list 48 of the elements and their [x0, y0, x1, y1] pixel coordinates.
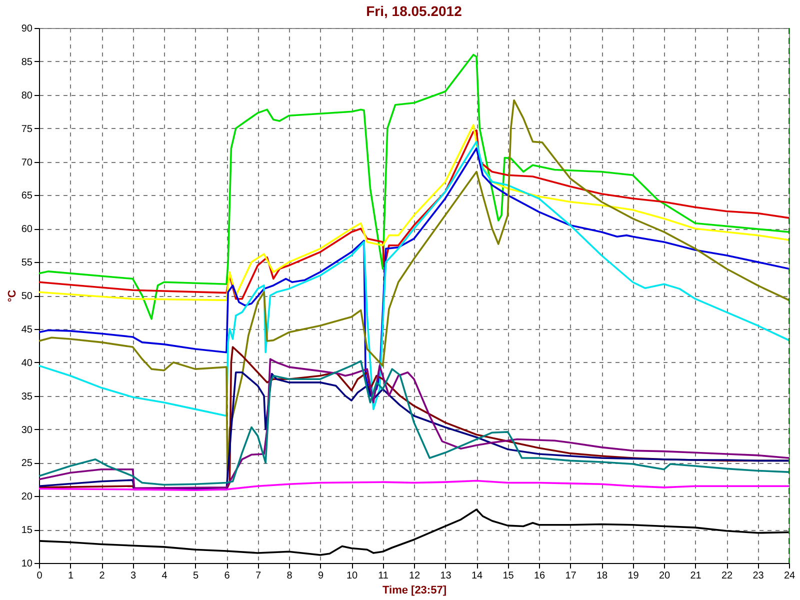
x-tick-label: 18 — [596, 570, 608, 582]
x-axis-title: Time [23:57] — [382, 584, 447, 596]
y-tick-label: 85 — [21, 56, 33, 68]
x-tick-label: 11 — [378, 570, 389, 582]
x-tick-label: 15 — [502, 570, 514, 582]
x-tick-label: 22 — [721, 570, 733, 582]
y-tick-label: 10 — [21, 558, 33, 570]
y-axis-title: °C — [6, 290, 18, 302]
x-tick-label: 5 — [192, 570, 199, 582]
y-tick-label: 30 — [21, 424, 33, 436]
chart-title: Fri, 18.05.2012 — [366, 3, 462, 19]
x-tick-label: 16 — [534, 570, 546, 582]
y-tick-label: 45 — [21, 324, 33, 336]
y-tick-label: 80 — [21, 90, 33, 102]
y-tick-label: 15 — [21, 525, 33, 536]
y-tick-label: 55 — [21, 258, 33, 269]
y-tick-label: 50 — [21, 291, 33, 302]
y-tick-label: 75 — [21, 124, 33, 135]
x-tick-label: 6 — [224, 570, 230, 582]
y-tick-label: 35 — [21, 391, 33, 402]
y-tick-label: 60 — [21, 224, 33, 236]
x-tick-label: 20 — [658, 570, 670, 582]
x-tick-label: 17 — [565, 570, 577, 582]
y-tick-label: 65 — [21, 190, 33, 202]
x-tick-label: 8 — [286, 570, 293, 582]
x-tick-label: 23 — [752, 570, 764, 582]
y-tick-label: 20 — [21, 492, 33, 503]
line-series — [39, 99, 789, 477]
x-tick-label: 0 — [36, 570, 43, 582]
y-tick-label: 90 — [21, 24, 33, 34]
y-tick-label: 40 — [21, 358, 33, 369]
x-tick-label: 14 — [471, 570, 483, 582]
x-tick-label: 2 — [99, 570, 106, 582]
x-tick-label: 10 — [346, 570, 358, 582]
line-series — [39, 54, 789, 320]
x-tick-label: 7 — [255, 570, 262, 582]
x-tick-label: 24 — [784, 570, 796, 582]
x-tick-label: 21 — [690, 570, 702, 582]
x-tick-label: 19 — [628, 570, 640, 582]
line-series — [39, 480, 789, 492]
y-tick-label: 25 — [21, 458, 33, 470]
x-tick-label: 1 — [68, 570, 74, 582]
x-tick-label: 9 — [318, 570, 324, 582]
x-tick-label: 12 — [408, 570, 420, 582]
x-tick-label: 4 — [162, 570, 168, 582]
x-tick-label: 3 — [130, 570, 136, 582]
x-tick-label: 13 — [440, 570, 452, 582]
y-tick-label: 70 — [21, 157, 33, 168]
